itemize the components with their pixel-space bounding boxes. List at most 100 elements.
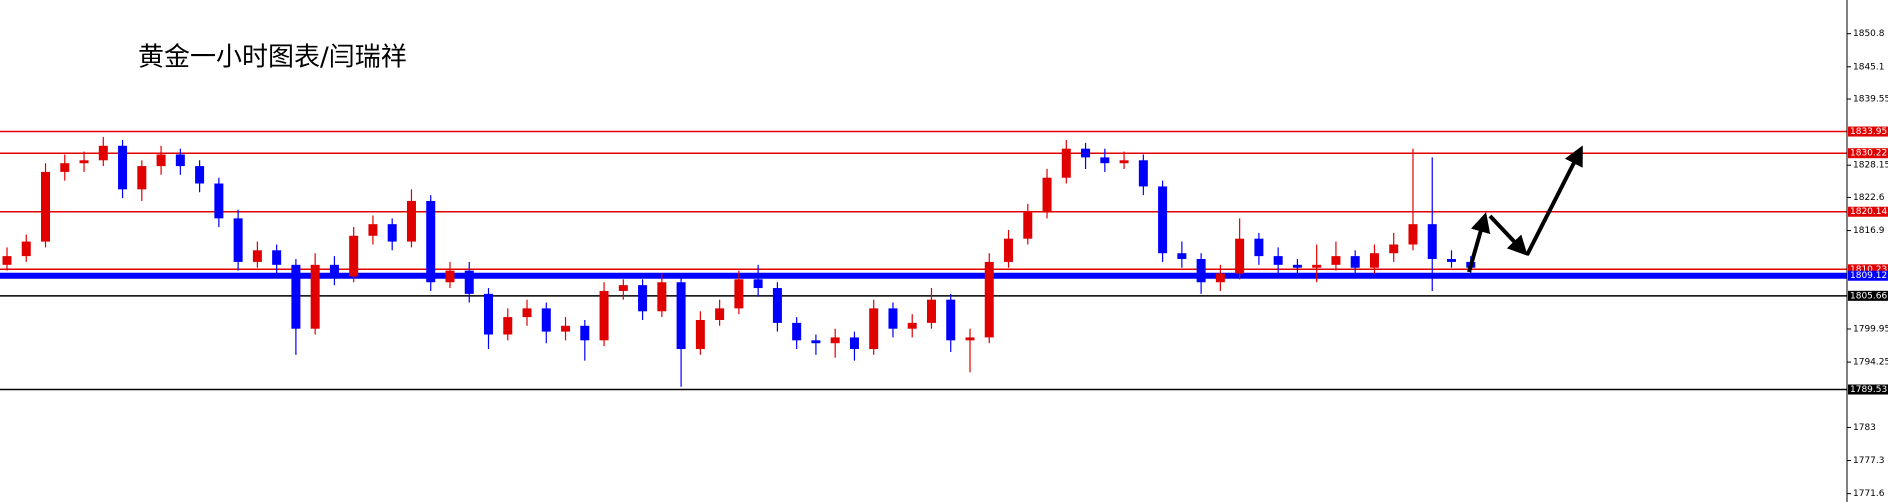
candle-body <box>599 290 609 341</box>
candle-body <box>753 279 763 289</box>
candle-body <box>137 166 147 190</box>
y-tick-label: 1783 <box>1853 423 1876 433</box>
candle-body <box>772 288 782 323</box>
candle-body <box>291 264 301 329</box>
candle-body <box>580 325 590 341</box>
level-label-box <box>1848 270 1888 281</box>
candle-body <box>1023 212 1033 239</box>
candle-body <box>349 235 359 277</box>
candle-body <box>252 250 262 262</box>
candle-body <box>811 340 821 344</box>
candle-body <box>618 285 628 291</box>
candle-body <box>695 319 705 350</box>
candle-body <box>1100 157 1110 164</box>
candle-body <box>195 166 205 184</box>
candle-body <box>984 261 994 338</box>
y-tick-label: 1828.15 <box>1853 161 1888 171</box>
y-tick-label: 1839.55 <box>1853 95 1888 105</box>
candle-body <box>272 250 282 265</box>
arrow <box>1488 214 1528 256</box>
candle-body <box>946 299 956 341</box>
level-label: 1789.53 <box>1850 385 1887 395</box>
candle-body <box>888 308 898 329</box>
level-label: 1810.23 <box>1850 265 1887 275</box>
candle-body <box>484 293 493 335</box>
level-label: 1830.22 <box>1850 149 1887 159</box>
level-label-box <box>1848 290 1888 301</box>
candle-body <box>118 145 128 190</box>
level-label: 1809.12 <box>1850 271 1887 281</box>
candle-body <box>869 308 879 350</box>
candle-body <box>1408 224 1418 245</box>
candle-body <box>1177 253 1187 260</box>
candle-body <box>830 337 840 344</box>
candle-body <box>406 200 416 242</box>
candle-body <box>792 322 802 341</box>
chart-title: 黄金一小时图表/闫瑞祥 <box>138 43 407 73</box>
candle-body <box>233 218 243 262</box>
candle-body <box>676 282 686 350</box>
candle-body <box>1369 253 1379 268</box>
level-label: 1833.95 <box>1850 127 1887 137</box>
candle-body <box>1042 177 1052 213</box>
candle-body <box>1196 259 1206 283</box>
candle-body <box>1427 224 1437 260</box>
candle-body <box>1292 264 1302 268</box>
candle-body <box>310 264 320 329</box>
candle-body <box>1235 238 1245 274</box>
candle-body <box>1389 244 1399 254</box>
candle-body <box>1350 256 1360 268</box>
candle-body <box>1331 256 1341 265</box>
y-tick-label: 1822.6 <box>1853 193 1885 203</box>
y-tick-label: 1799.95 <box>1853 324 1888 334</box>
level-label: 1805.66 <box>1850 291 1887 301</box>
candle-body <box>1254 238 1264 257</box>
level-label-box <box>1848 206 1888 217</box>
candle-body <box>175 154 185 167</box>
candle-body <box>965 337 975 341</box>
level-label-box <box>1848 148 1888 159</box>
candles <box>2 137 1476 387</box>
arrow <box>1525 145 1583 256</box>
y-tick-label: 1845.1 <box>1853 62 1885 72</box>
candle-body <box>541 308 551 332</box>
candle-body <box>41 171 51 242</box>
candle-body <box>98 145 108 161</box>
candle-body <box>907 322 917 329</box>
candle-body <box>522 308 532 318</box>
candle-body <box>445 270 455 283</box>
candle-body <box>156 154 166 167</box>
candle-body <box>638 285 648 312</box>
candle-body <box>426 200 436 283</box>
candle-body <box>657 282 667 312</box>
candle-body <box>368 224 378 236</box>
candle-body <box>2 256 12 265</box>
candle-body <box>1312 264 1322 268</box>
candle-body <box>464 270 474 294</box>
candle-body <box>1273 256 1283 265</box>
candle-body <box>1447 259 1456 262</box>
candle-body <box>60 163 70 172</box>
y-tick-label: 1850.8 <box>1853 29 1885 39</box>
y-tick-label: 1816.9 <box>1853 226 1885 236</box>
candle-body <box>21 241 31 257</box>
candle-body <box>926 299 936 323</box>
level-label-box <box>1848 384 1888 395</box>
forecast-arrows <box>1467 145 1583 273</box>
candle-body <box>715 308 725 320</box>
candle-body <box>503 317 513 335</box>
candle-body <box>561 325 571 332</box>
y-tick-label: 1771.6 <box>1853 489 1885 499</box>
levels <box>0 130 1847 391</box>
candle-body <box>387 224 397 242</box>
candle-body <box>1081 148 1091 158</box>
candle-body <box>79 160 89 164</box>
candle-body <box>1119 160 1129 164</box>
candle-body <box>1061 148 1071 178</box>
y-tick-label: 1794.25 <box>1853 358 1888 368</box>
candle-body <box>1004 238 1014 262</box>
candle-body <box>1138 160 1148 187</box>
y-tick-label: 1777.3 <box>1853 456 1885 466</box>
